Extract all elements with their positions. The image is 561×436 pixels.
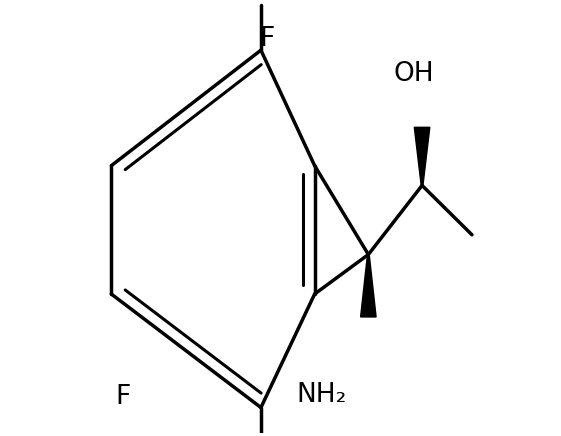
Polygon shape xyxy=(361,255,376,317)
Text: F: F xyxy=(116,384,131,410)
Text: NH₂: NH₂ xyxy=(296,382,347,409)
Text: OH: OH xyxy=(394,61,434,87)
Text: F: F xyxy=(259,26,274,52)
Polygon shape xyxy=(415,127,430,185)
